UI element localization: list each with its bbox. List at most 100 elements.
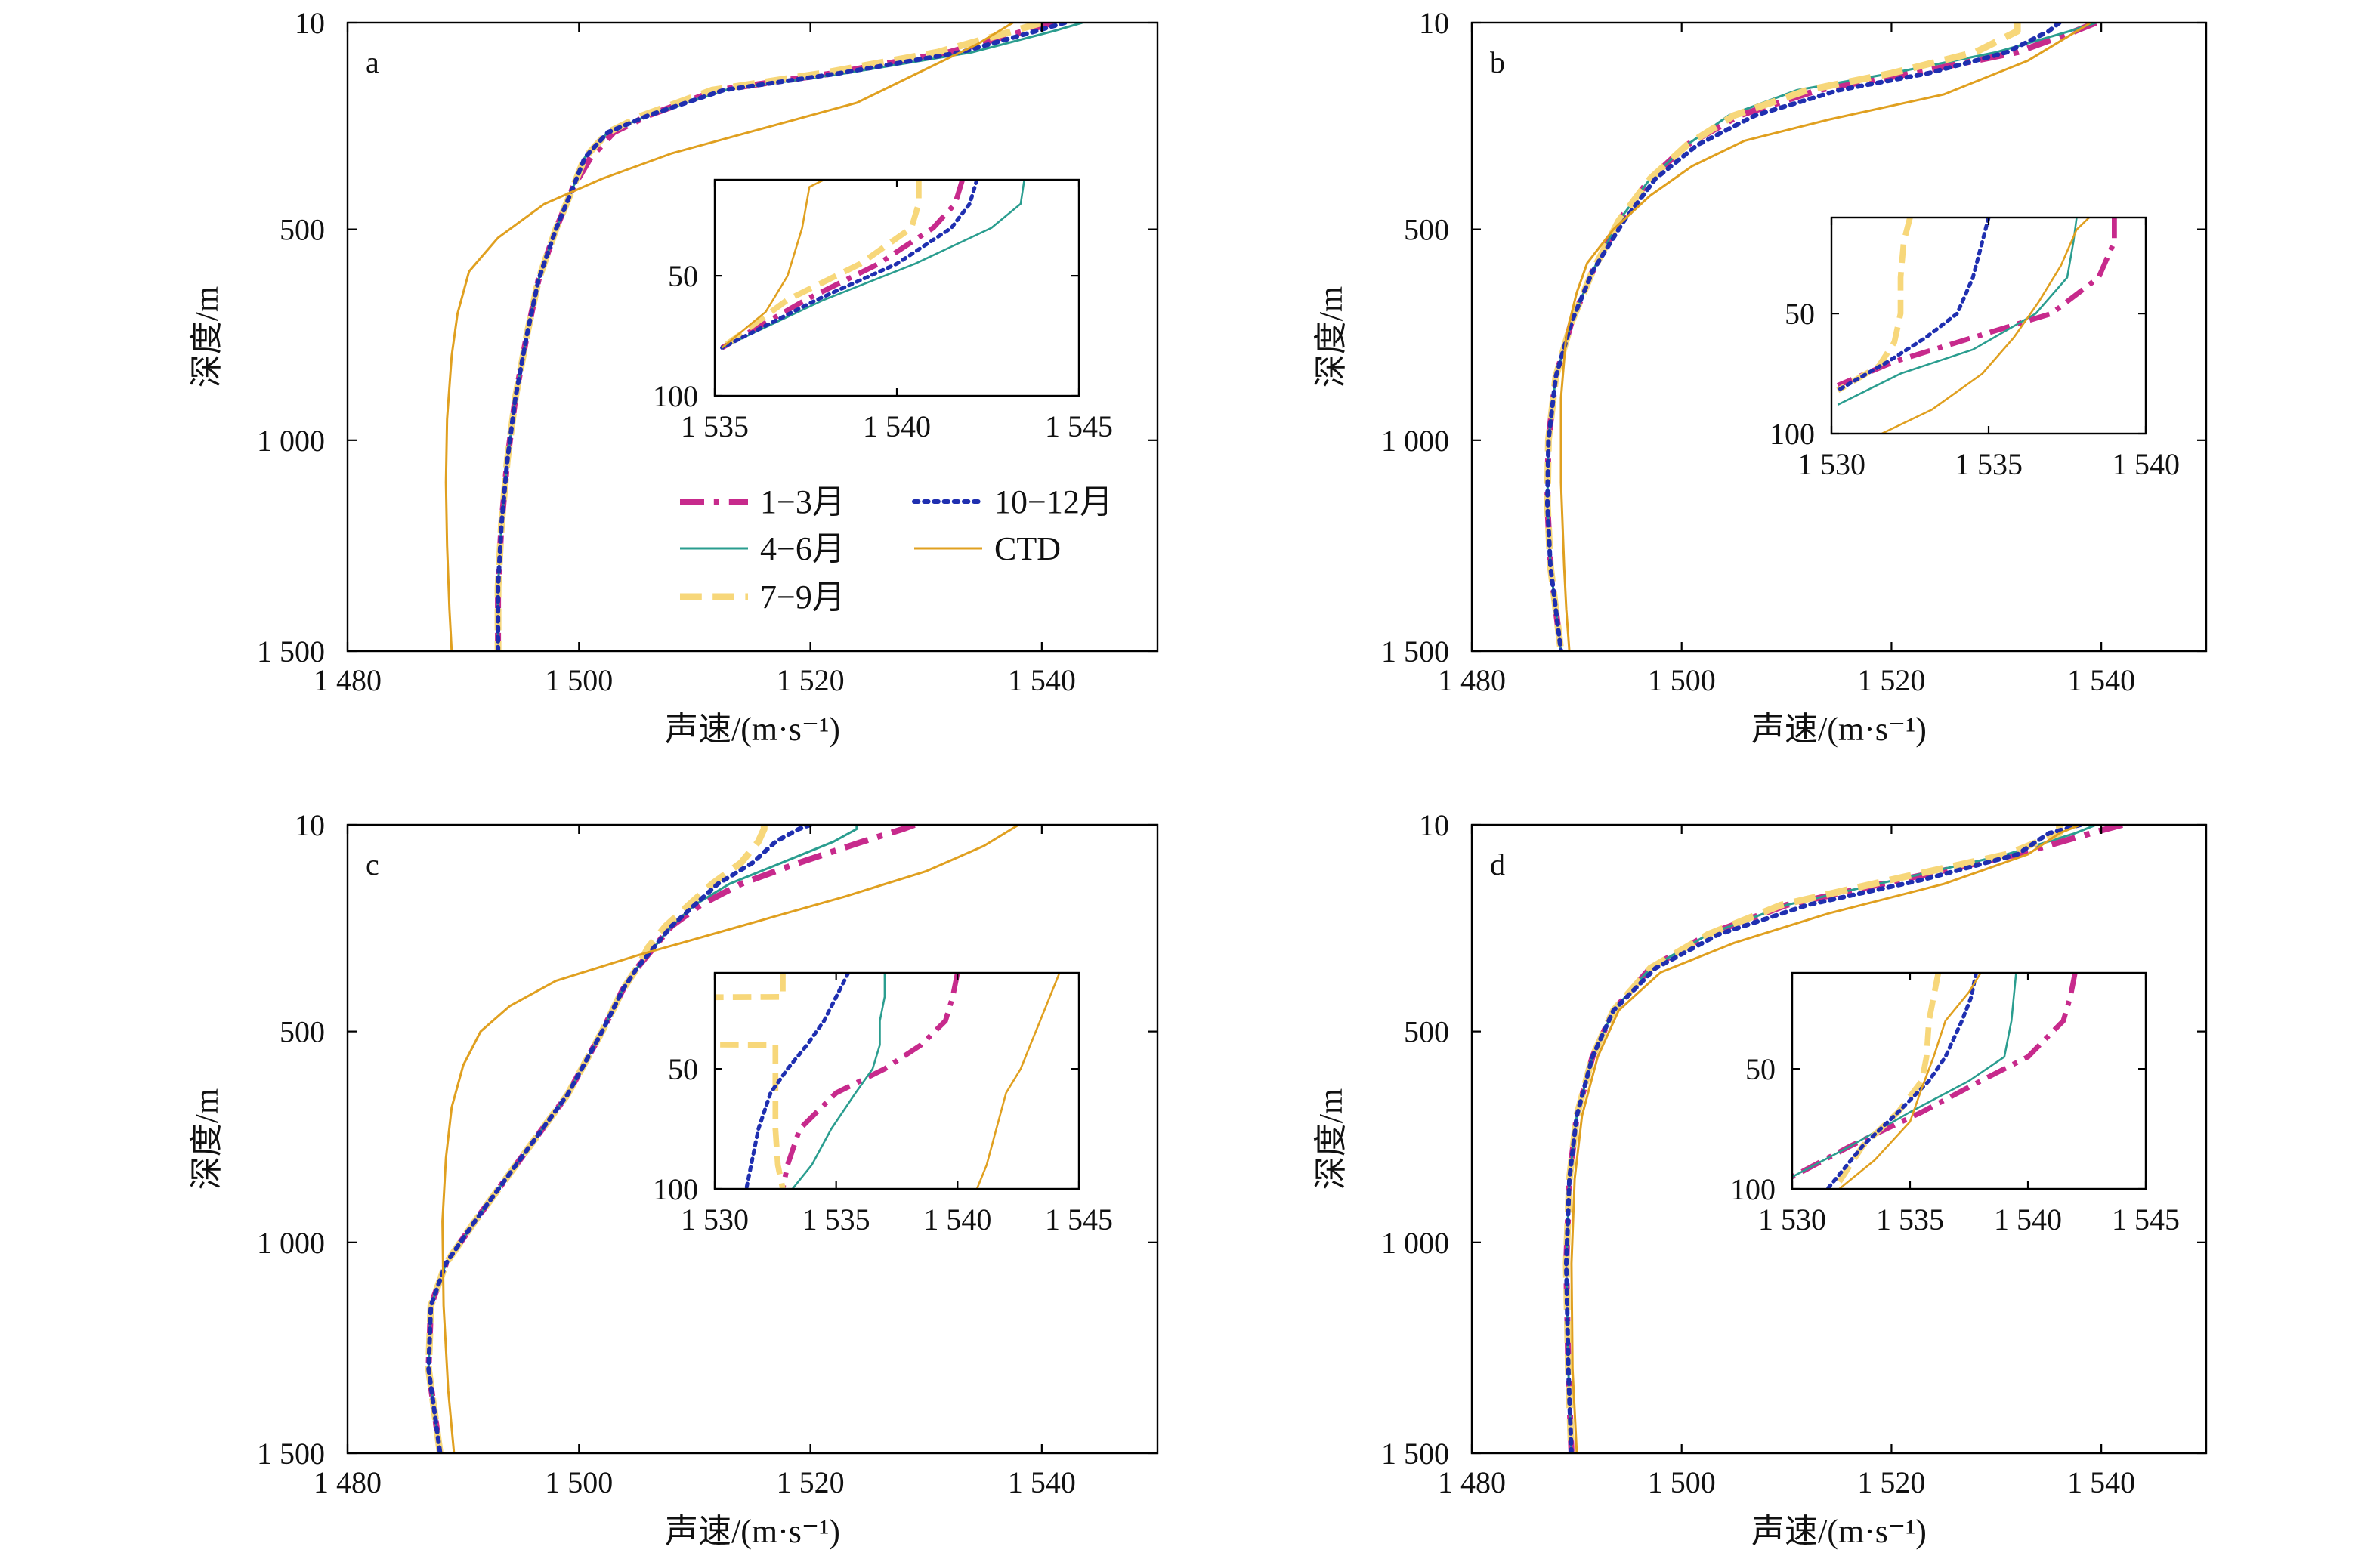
panel-a-series-ctd: [444, 23, 1014, 651]
panel-a-inset-ytick-label: 50: [668, 259, 698, 293]
legend-item-jul-sep: 7−9月: [680, 579, 845, 616]
panel-a-ytick-label: 10: [295, 6, 325, 40]
panel-d-inset-ytick-label: 50: [1745, 1052, 1776, 1086]
panel-a-inset-series-ctd: [721, 180, 825, 349]
panel-b-ytick-label: 1 000: [1381, 424, 1449, 458]
panel-b-inset-background: [1831, 218, 2146, 434]
panel-d-inset-series-apr-jun: [1792, 973, 2017, 1178]
panel-c-inset-xtick-label: 1 535: [802, 1202, 870, 1236]
panel-a-xlabel: 声速/(m·s⁻¹): [665, 711, 840, 748]
panel-b-inset-series-oct-dec: [1835, 218, 1991, 393]
legend-label: 10−12月: [994, 483, 1113, 520]
panel-a-inset-series-oct-dec: [720, 180, 979, 350]
panel-a-xtick-label: 1 480: [314, 663, 382, 697]
panel-a-inset: 1 535 1 540 1 545 50 100: [653, 178, 1113, 443]
panel-c-ytick-label: 1 000: [257, 1226, 325, 1260]
panel-b-inset-xtick-label: 1 535: [1955, 447, 2023, 481]
panel-d-inset-xtick-label: 1 540: [1994, 1202, 2062, 1236]
legend-item-apr-jun: 4−6月: [680, 530, 845, 567]
panel-b-ylabel: 深度/m: [1312, 286, 1349, 387]
panel-d-ytick-label: 1 000: [1381, 1226, 1449, 1260]
panel-b-inset-xtick-label: 1 530: [1797, 447, 1865, 481]
panel-c-ytick-label: 1 500: [257, 1437, 325, 1471]
panel-d-inset-xtick-label: 1 545: [2112, 1202, 2180, 1236]
panel-a-inset-xtick-label: 1 545: [1045, 409, 1113, 443]
panel-c-inset-xtick-label: 1 540: [923, 1202, 991, 1236]
panel-b-series-jul-sep: [1544, 23, 2021, 651]
panel-a-inset-series-apr-jun: [722, 180, 1025, 349]
panel-a-xtick-label: 1 540: [1008, 663, 1076, 697]
panel-c-inset-xtick-label: 1 530: [681, 1202, 749, 1236]
panel-c-ytick-label: 500: [280, 1015, 325, 1049]
panel-d-inset-series-jan-mar: [1792, 973, 2078, 1180]
panel-d-xtick-label: 1 520: [1857, 1465, 1925, 1499]
panel-d-ylabel: 深度/m: [1312, 1088, 1349, 1190]
panel-b-inset-xtick-label: 1 540: [2112, 447, 2180, 481]
panel-a-inset-xtick-label: 1 540: [863, 409, 931, 443]
panel-d-inset-xtick-label: 1 530: [1758, 1202, 1826, 1236]
panel-c-inset-ytick-label: 100: [653, 1172, 698, 1206]
panel-b-xlabel: 声速/(m·s⁻¹): [1751, 711, 1927, 748]
panel-d-frame: [1470, 823, 2208, 1455]
panel-a-inset-background: [715, 180, 1079, 396]
panel-d-inset-series-jul-sep: [1831, 973, 1942, 1189]
panel-a-ytick-label: 500: [280, 213, 325, 247]
panel-c-inset-ytick-label: 50: [668, 1052, 698, 1086]
panel-c-inset-series-jul-sep: [715, 973, 786, 1189]
panel-b-xtick-label: 1 500: [1648, 663, 1716, 697]
panel-d-inset-plot-area: [1792, 973, 2078, 1189]
panel-a-plot-area: [444, 23, 1083, 651]
panel-a-inset-series-jul-sep: [720, 180, 922, 350]
panel-c-letter: c: [366, 847, 379, 881]
panel-d-xtick-label: 1 540: [2067, 1465, 2135, 1499]
panel-b-inset: 1 530 1 535 1 540 50 100: [1770, 216, 2180, 481]
legend-label: CTD: [994, 530, 1061, 567]
panel-b-xtick-label: 1 540: [2067, 663, 2135, 697]
panel-d-series-ctd: [1570, 825, 2081, 1453]
panel-c-inset-frame: [713, 971, 1080, 1190]
legend: 1−3月 4−6月 7−9月 10−12月 CTD: [680, 483, 1113, 616]
panel-c-xlabel: 声速/(m·s⁻¹): [665, 1513, 840, 1550]
panel-a-ylabel: 深度/m: [188, 286, 225, 387]
panel-d-ytick-label: 500: [1404, 1015, 1449, 1049]
legend-item-oct-dec: 10−12月: [912, 483, 1113, 520]
panel-c-series-jul-sep: [425, 825, 768, 1453]
panel-a-ytick-label: 1 500: [257, 634, 325, 668]
panel-a-xtick-label: 1 520: [777, 663, 845, 697]
panel-c-inset-background: [715, 973, 1079, 1189]
panel-d-inset-xtick-label: 1 535: [1876, 1202, 1944, 1236]
panel-c-frame: [346, 823, 1159, 1455]
panel-d-inset: 1 530 1 535 1 540 1 545 50 100: [1730, 971, 2180, 1236]
panel-d-ytick-label: 1 500: [1381, 1437, 1449, 1471]
panel-c-inset-xtick-label: 1 545: [1045, 1202, 1113, 1236]
panel-a-xtick-label: 1 500: [545, 663, 613, 697]
panel-b-plot-area: [1544, 23, 2097, 651]
panel-b-inset-series-apr-jun: [1837, 218, 2078, 406]
legend-label: 1−3月: [760, 483, 845, 520]
panel-c-xtick-label: 1 500: [545, 1465, 613, 1499]
panel-d-series-oct-dec: [1564, 825, 2083, 1453]
panel-d-xtick-label: 1 480: [1438, 1465, 1506, 1499]
panel-c-inset-series-oct-dec: [744, 973, 851, 1189]
panel-d-inset-frame: [1791, 971, 2147, 1190]
panel-d-ytick-label: 10: [1419, 808, 1449, 842]
panel-b-inset-plot-area: [1835, 218, 2117, 434]
panel-c-inset: 1 530 1 535 1 540 1 545 50 100: [653, 971, 1113, 1236]
panel-a-inset-plot-area: [720, 180, 1025, 350]
panel-b-series-ctd: [1559, 23, 2092, 651]
panel-a-inset-series-jan-mar: [720, 180, 966, 350]
panel-d-inset-ytick-label: 100: [1730, 1172, 1776, 1206]
panel-d-xlabel: 声速/(m·s⁻¹): [1751, 1513, 1927, 1550]
legend-label: 4−6月: [760, 530, 845, 567]
panel-a-ytick-label: 1 000: [257, 424, 325, 458]
panel-c-series-ctd: [441, 825, 1019, 1453]
panel-a-frame: [346, 21, 1159, 653]
panel-c-xtick-label: 1 540: [1008, 1465, 1076, 1499]
panel-a-letter: a: [366, 45, 379, 79]
panel-b-inset-series-ctd: [1881, 218, 2090, 434]
panel-c-ylabel: 深度/m: [188, 1088, 225, 1190]
panel-b-ytick-label: 500: [1404, 213, 1449, 247]
panel-c-inset-series-apr-jun: [791, 973, 886, 1189]
